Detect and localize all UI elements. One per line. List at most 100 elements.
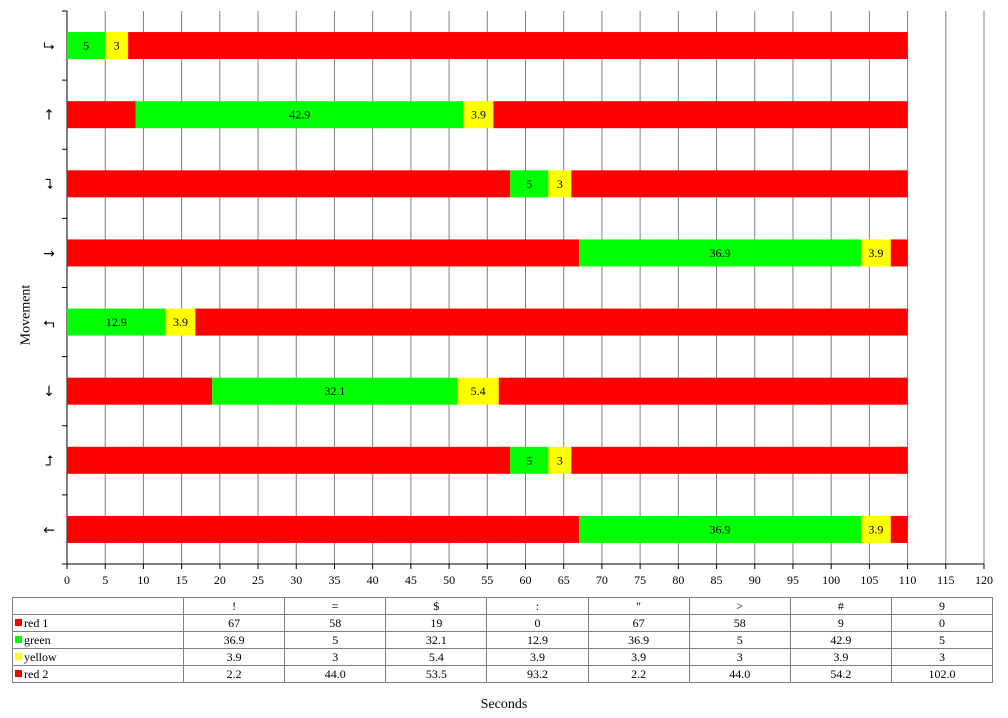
y-axis-label: Movement	[14, 240, 38, 390]
bar-yellow	[463, 101, 494, 129]
bar-green	[578, 239, 861, 267]
x-tick-label: 30	[290, 573, 302, 587]
x-tick-label: 70	[596, 573, 608, 587]
data-table: ! = $ : " > # 9 red 1 67 58 19 0 67 58 9…	[12, 597, 994, 683]
data-table-cell: 32.1	[385, 631, 488, 649]
bar-green	[212, 377, 458, 405]
data-label: 5	[526, 453, 532, 467]
data-table-corner	[12, 597, 184, 615]
data-label: 5	[83, 39, 89, 53]
bar-yellow	[165, 308, 196, 336]
x-tick-label: 40	[367, 573, 379, 587]
data-table-cell: 93.2	[486, 665, 589, 683]
legend-label: red 1	[24, 615, 49, 630]
x-tick-label: 80	[672, 573, 684, 587]
legend-swatch-green	[15, 635, 22, 643]
data-table-cell: 2.2	[587, 665, 690, 683]
data-label: 32.1	[324, 384, 345, 398]
movement-arrow-icon: ⮢	[43, 315, 54, 331]
movement-arrow-icon: ⮥	[45, 453, 53, 469]
x-tick-label: 105	[860, 573, 878, 587]
bar-red-2	[195, 308, 908, 336]
x-tick-label: 120	[975, 573, 993, 587]
data-table-header-cell: >	[688, 597, 791, 615]
bar-yellow	[105, 32, 129, 60]
data-label: 12.9	[106, 315, 127, 329]
bar-yellow	[860, 515, 891, 543]
data-label: 3.9	[868, 246, 883, 260]
bar-yellow	[860, 239, 891, 267]
legend-label: green	[24, 632, 51, 647]
data-table-row-red-2: red 2 2.2 44.0 53.5 93.2 2.2 44.0 54.2 1…	[12, 665, 994, 683]
data-table-header-row: ! = $ : " > # 9	[12, 597, 994, 615]
data-table-cell: 42.9	[789, 631, 892, 649]
bar-green	[578, 515, 861, 543]
x-tick-label: 25	[252, 573, 264, 587]
bar-red-1	[67, 170, 511, 198]
data-table-cell: 3.9	[182, 648, 286, 666]
y-axis-label-text: Movement	[18, 284, 33, 346]
legend-swatch-red-1	[15, 618, 22, 626]
bar-red-2	[571, 446, 908, 474]
data-table-cell: 54.2	[789, 665, 892, 683]
data-table-cell: 19	[385, 614, 488, 632]
x-tick-label: 90	[749, 573, 761, 587]
data-label: 36.9	[709, 246, 730, 260]
data-table-header-cell: 9	[890, 597, 994, 615]
bar-red-1	[67, 446, 511, 474]
movement-arrow-icon: ⮡	[43, 39, 54, 55]
data-table-cell: 3.9	[486, 648, 589, 666]
bar-red-2	[128, 32, 908, 60]
x-tick-label: 85	[711, 573, 723, 587]
x-tick-label: 75	[634, 573, 646, 587]
data-table-cell: 67	[182, 614, 286, 632]
data-table-header-cell: !	[182, 597, 286, 615]
data-table-cell: 3.9	[789, 648, 892, 666]
data-table-header-cell: :	[486, 597, 589, 615]
data-table-header-cell: "	[587, 597, 690, 615]
movement-timing-chart: 0 5 10 15 20 25 30 35 40 45 50 55 60 65 70 75 80 85 90 95 10…	[43, 10, 993, 587]
data-table-cell: 3	[284, 648, 387, 666]
movement-arrow-icon: →	[43, 246, 55, 262]
x-tick-label: 60	[520, 573, 532, 587]
x-tick-label: 50	[443, 573, 455, 587]
data-label: 3.9	[471, 108, 486, 122]
x-tick-label: 115	[937, 573, 955, 587]
bar-red-2	[498, 377, 908, 405]
data-label: 3.9	[868, 522, 883, 536]
data-table-cell: 5	[890, 631, 994, 649]
bar-red-1	[67, 101, 136, 129]
x-tick-label: 95	[787, 573, 799, 587]
legend-label: yellow	[24, 649, 57, 664]
x-tick-label: 55	[481, 573, 493, 587]
x-axis-label: Seconds	[480, 697, 528, 712]
movement-arrow-icon: ↑	[43, 108, 55, 124]
x-tick-label: 20	[214, 573, 226, 587]
data-table-cell: 9	[789, 614, 892, 632]
data-table-cell: 3	[688, 648, 791, 666]
bar-green	[67, 32, 106, 60]
data-label: 5.4	[471, 384, 486, 398]
legend-label: red 2	[24, 666, 49, 681]
data-table-cell: 44.0	[688, 665, 791, 683]
bar-red-1	[67, 377, 213, 405]
bar-green	[510, 170, 549, 198]
data-table-cell: 36.9	[182, 631, 286, 649]
data-table-cell: 36.9	[587, 631, 690, 649]
data-label: 3	[557, 453, 563, 467]
data-table-cell: 5	[284, 631, 387, 649]
x-tick-label: 45	[405, 573, 417, 587]
legend-swatch-red-2	[15, 669, 22, 677]
legend-entry-red-2: red 2	[12, 665, 184, 683]
x-tick-label: 0	[64, 573, 70, 587]
data-label: 3	[114, 39, 120, 53]
data-label: 42.9	[289, 108, 310, 122]
data-table-row-red-1: red 1 67 58 19 0 67 58 9 0	[12, 614, 994, 632]
movement-arrow-icon: ←	[43, 522, 55, 538]
bar-yellow	[548, 170, 572, 198]
bar-yellow	[548, 446, 572, 474]
x-tick-label: 15	[176, 573, 188, 587]
movement-arrow-icon: ⮧	[45, 177, 53, 193]
data-table-cell: 2.2	[182, 665, 286, 683]
legend-entry-red-1: red 1	[12, 614, 184, 632]
